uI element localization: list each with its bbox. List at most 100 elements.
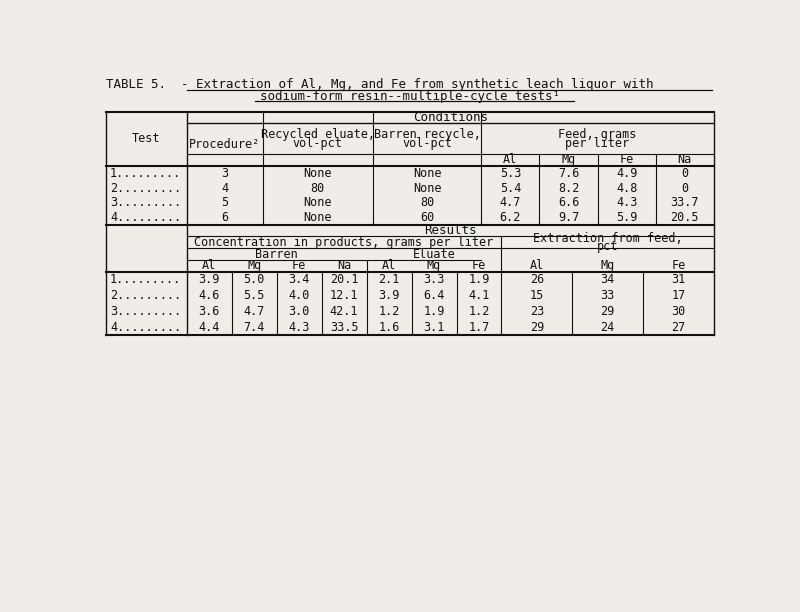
Text: 5.0: 5.0 (243, 274, 265, 286)
Text: Na: Na (337, 259, 351, 272)
Text: 4: 4 (222, 182, 228, 195)
Text: 3.9: 3.9 (378, 289, 400, 302)
Text: Barren: Barren (255, 247, 298, 261)
Text: TABLE 5.  - Extraction of Al, Mg, and Fe from synthetic leach liquor with: TABLE 5. - Extraction of Al, Mg, and Fe … (106, 78, 654, 91)
Text: 2.1: 2.1 (378, 274, 400, 286)
Text: 80: 80 (420, 196, 434, 209)
Text: 5.9: 5.9 (616, 211, 638, 224)
Text: 3.3: 3.3 (423, 274, 445, 286)
Text: 5.5: 5.5 (243, 289, 265, 302)
Text: 0: 0 (681, 166, 688, 180)
Text: 1.6: 1.6 (378, 321, 400, 334)
Text: 80: 80 (310, 182, 325, 195)
Text: 29: 29 (530, 321, 544, 334)
Text: Al: Al (503, 153, 518, 166)
Text: 24: 24 (601, 321, 614, 334)
Text: 3.0: 3.0 (289, 305, 310, 318)
Text: 5: 5 (222, 196, 228, 209)
Text: 20.5: 20.5 (670, 211, 699, 224)
Text: 31: 31 (671, 274, 686, 286)
Text: Al: Al (202, 259, 216, 272)
Text: 26: 26 (530, 274, 544, 286)
Text: 4.0: 4.0 (289, 289, 310, 302)
Text: 1.9: 1.9 (468, 274, 490, 286)
Text: 7.6: 7.6 (558, 166, 579, 180)
Text: 2.........: 2......... (110, 289, 182, 302)
Text: 1.9: 1.9 (423, 305, 445, 318)
Text: 60: 60 (420, 211, 434, 224)
Text: 1.7: 1.7 (468, 321, 490, 334)
Text: Al: Al (530, 259, 544, 272)
Text: 4.3: 4.3 (616, 196, 638, 209)
Text: Results: Results (424, 224, 477, 237)
Text: vol-pct: vol-pct (402, 137, 452, 150)
Text: 17: 17 (671, 289, 686, 302)
Text: 15: 15 (530, 289, 544, 302)
Text: Mg: Mg (601, 259, 614, 272)
Text: 5.3: 5.3 (500, 166, 521, 180)
Text: Mg: Mg (247, 259, 262, 272)
Text: 4.8: 4.8 (616, 182, 638, 195)
Text: Feed, grams: Feed, grams (558, 128, 637, 141)
Text: 3.6: 3.6 (198, 305, 220, 318)
Text: 34: 34 (601, 274, 614, 286)
Text: None: None (303, 196, 332, 209)
Text: 4.........: 4......... (110, 211, 182, 224)
Text: 4.........: 4......... (110, 321, 182, 334)
Text: Test: Test (132, 132, 161, 146)
Text: None: None (413, 182, 442, 195)
Text: Eluate: Eluate (413, 247, 455, 261)
Text: 3.........: 3......... (110, 305, 182, 318)
Text: vol-pct: vol-pct (293, 137, 342, 150)
Text: Concentration in products, grams per liter: Concentration in products, grams per lit… (194, 236, 494, 248)
Text: 27: 27 (671, 321, 686, 334)
Text: per liter: per liter (566, 137, 630, 150)
Text: 30: 30 (671, 305, 686, 318)
Text: Al: Al (382, 259, 396, 272)
Text: 12.1: 12.1 (330, 289, 358, 302)
Text: 29: 29 (601, 305, 614, 318)
Text: 0: 0 (681, 182, 688, 195)
Text: pct: pct (597, 240, 618, 253)
Text: 4.4: 4.4 (198, 321, 220, 334)
Text: 33: 33 (601, 289, 614, 302)
Text: 23: 23 (530, 305, 544, 318)
Text: 6.2: 6.2 (500, 211, 521, 224)
Text: 4.9: 4.9 (616, 166, 638, 180)
Text: 9.7: 9.7 (558, 211, 579, 224)
Text: Extraction from feed,: Extraction from feed, (533, 232, 682, 245)
Text: 1.........: 1......... (110, 274, 182, 286)
Text: 1.2: 1.2 (468, 305, 490, 318)
Text: Fe: Fe (472, 259, 486, 272)
Text: 6.6: 6.6 (558, 196, 579, 209)
Text: 3: 3 (222, 166, 228, 180)
Text: None: None (303, 166, 332, 180)
Text: 4.1: 4.1 (468, 289, 490, 302)
Text: 42.1: 42.1 (330, 305, 358, 318)
Text: 6.4: 6.4 (423, 289, 445, 302)
Text: 3.9: 3.9 (198, 274, 220, 286)
Text: Fe: Fe (671, 259, 686, 272)
Text: 3.1: 3.1 (423, 321, 445, 334)
Text: 5.4: 5.4 (500, 182, 521, 195)
Text: 20.1: 20.1 (330, 274, 358, 286)
Text: 4.3: 4.3 (289, 321, 310, 334)
Text: 2.........: 2......... (110, 182, 182, 195)
Text: Mg: Mg (562, 153, 576, 166)
Text: 4.7: 4.7 (500, 196, 521, 209)
Text: Fe: Fe (619, 153, 634, 166)
Text: Na: Na (678, 153, 692, 166)
Text: 4.7: 4.7 (243, 305, 265, 318)
Text: 33.7: 33.7 (670, 196, 699, 209)
Text: 1.........: 1......... (110, 166, 182, 180)
Text: None: None (303, 211, 332, 224)
Text: Conditions: Conditions (413, 111, 488, 124)
Text: 7.4: 7.4 (243, 321, 265, 334)
Text: Fe: Fe (292, 259, 306, 272)
Text: Recycled eluate,: Recycled eluate, (261, 128, 374, 141)
Text: Procedure²: Procedure² (189, 138, 260, 151)
Text: 8.2: 8.2 (558, 182, 579, 195)
Text: 4.6: 4.6 (198, 289, 220, 302)
Text: Barren recycle,: Barren recycle, (374, 128, 481, 141)
Text: 3.........: 3......... (110, 196, 182, 209)
